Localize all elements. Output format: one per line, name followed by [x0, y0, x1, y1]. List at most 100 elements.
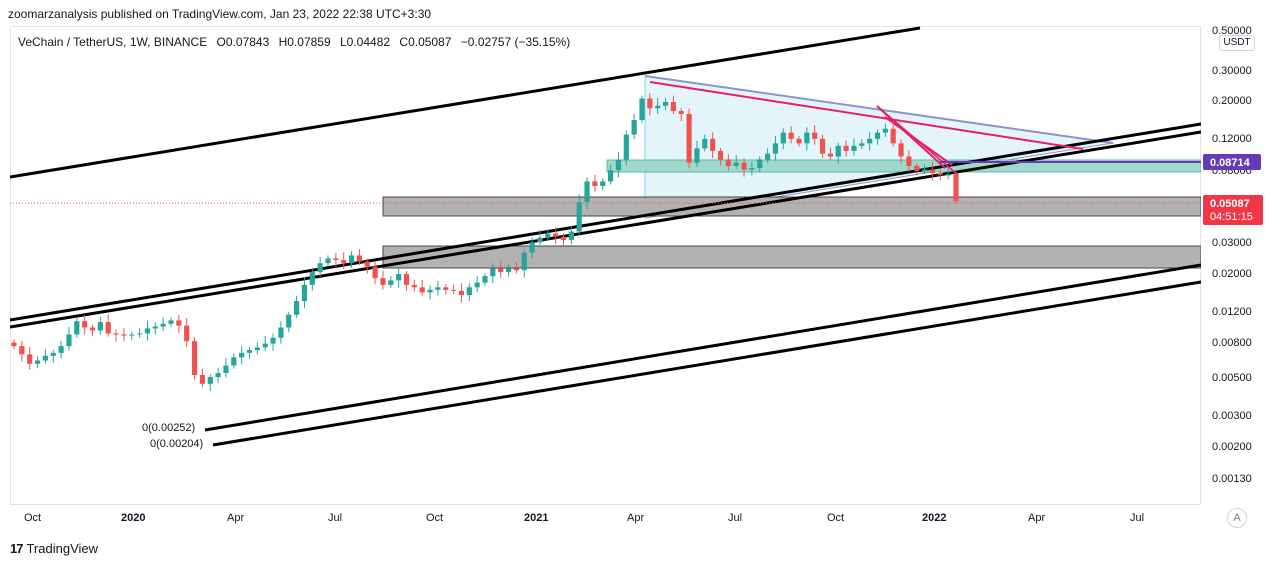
- candle-body: [929, 169, 936, 174]
- candle-body: [168, 320, 174, 324]
- candle-body: [937, 173, 943, 175]
- level-price-label-bg: [1203, 154, 1261, 170]
- level-price-label: 0.08714: [1210, 157, 1251, 169]
- candle-body: [317, 263, 323, 273]
- y-tick: 0.00130: [1212, 473, 1252, 485]
- candle-body: [176, 320, 182, 326]
- candle-body: [529, 242, 535, 253]
- candle-body: [796, 138, 802, 144]
- candle-body: [466, 287, 472, 296]
- pink-trendline-drop[interactable]: [876, 105, 959, 176]
- candle-body: [184, 325, 190, 342]
- channel-line-low-1[interactable]: [204, 263, 1201, 432]
- candle-body: [152, 326, 158, 329]
- candle-body: [521, 252, 527, 271]
- ohlc-change: −0.02757 (−35.15%): [460, 35, 571, 49]
- candle-body: [341, 259, 347, 264]
- candle-body: [74, 321, 80, 335]
- candle-body: [325, 258, 331, 264]
- currency-button[interactable]: USDT: [1219, 35, 1255, 51]
- candle-body: [270, 337, 276, 344]
- current-price-label-bg: [1203, 195, 1263, 225]
- tradingview-brand: TradingView: [26, 541, 99, 556]
- channel-line-top[interactable]: [10, 26, 921, 179]
- candle-body: [262, 343, 268, 348]
- candle-body: [686, 113, 692, 163]
- ohlc-low: L0.04482: [340, 35, 391, 49]
- candle-body: [600, 181, 606, 186]
- candles: [11, 93, 959, 391]
- candle-body: [246, 350, 253, 353]
- channel-line-mid-1[interactable]: [10, 122, 1201, 322]
- candle-body: [309, 272, 315, 285]
- candle-body: [129, 334, 135, 336]
- time-axis[interactable]: [10, 504, 1201, 531]
- candle-body: [333, 258, 339, 260]
- candle-body: [199, 375, 205, 384]
- autoscale-button[interactable]: A: [1227, 508, 1247, 528]
- candle-body: [922, 169, 928, 171]
- candle-body: [348, 255, 355, 264]
- current-price-label: 0.05087: [1210, 198, 1250, 210]
- tradingview-logo-icon: 17: [10, 541, 24, 556]
- candle-body: [388, 280, 394, 285]
- x-tick: Apr: [627, 512, 644, 524]
- x-tick: 2021: [524, 512, 548, 524]
- candle-body: [372, 266, 378, 279]
- candle-body: [843, 145, 849, 151]
- candle-body: [144, 328, 151, 334]
- candle-body: [615, 159, 622, 171]
- candle-body: [859, 143, 865, 146]
- candle-body: [584, 181, 590, 203]
- publisher-line: zoomarzanalysis published on TradingView…: [8, 7, 432, 21]
- candle-body: [58, 346, 64, 353]
- candle-body: [702, 138, 708, 149]
- ohlc-close: C0.05087: [399, 35, 452, 49]
- candle-body: [906, 156, 912, 166]
- x-tick: Oct: [24, 512, 41, 524]
- symbol-legend[interactable]: VeChain / TetherUS, 1W, BINANCE O0.07843…: [18, 35, 570, 49]
- candle-body: [568, 231, 574, 240]
- candle-body: [137, 333, 143, 335]
- candle-body: [286, 314, 292, 328]
- candle-body: [819, 138, 826, 154]
- candle-body: [207, 377, 213, 384]
- y-tick: 0.01200: [1212, 306, 1252, 318]
- candle-body: [482, 276, 488, 283]
- candle-body: [874, 132, 881, 139]
- gray-zone-lower[interactable]: [382, 245, 1201, 269]
- x-tick: Jul: [1130, 512, 1144, 524]
- candle-body: [623, 134, 629, 160]
- y-tick: 0.00500: [1212, 372, 1252, 384]
- y-tick: 0.50000: [1212, 25, 1252, 37]
- tradingview-logo[interactable]: 17 TradingView: [10, 541, 98, 556]
- candle-body: [662, 101, 669, 106]
- x-tick: Oct: [426, 512, 443, 524]
- pink-trendline-long[interactable]: [649, 81, 1084, 150]
- candle-body: [733, 162, 739, 166]
- candle-body: [631, 120, 637, 135]
- candle-body: [608, 170, 614, 182]
- candle-body: [560, 236, 567, 240]
- candle-body: [191, 341, 198, 376]
- triangle-upper-edge[interactable]: [644, 75, 1114, 144]
- y-tick: 0.03000: [1212, 237, 1252, 249]
- candle-body: [537, 237, 543, 243]
- candle-body: [647, 98, 653, 109]
- channel-line-mid-2[interactable]: [10, 130, 1201, 329]
- price-axis[interactable]: [1201, 26, 1280, 504]
- candle-body: [639, 98, 645, 121]
- candle-body: [749, 168, 755, 170]
- candle-body: [710, 138, 716, 151]
- candle-body: [11, 342, 17, 347]
- candle-body: [105, 322, 111, 334]
- candle-body: [435, 287, 441, 290]
- candle-body: [592, 181, 598, 186]
- channel-line-low-2[interactable]: [212, 280, 1201, 447]
- x-tick: 2020: [121, 512, 145, 524]
- ohlc-open: O0.07843: [216, 35, 270, 49]
- y-tick: 0.00300: [1212, 410, 1252, 422]
- candle-body: [364, 261, 370, 267]
- candle-body: [97, 322, 103, 331]
